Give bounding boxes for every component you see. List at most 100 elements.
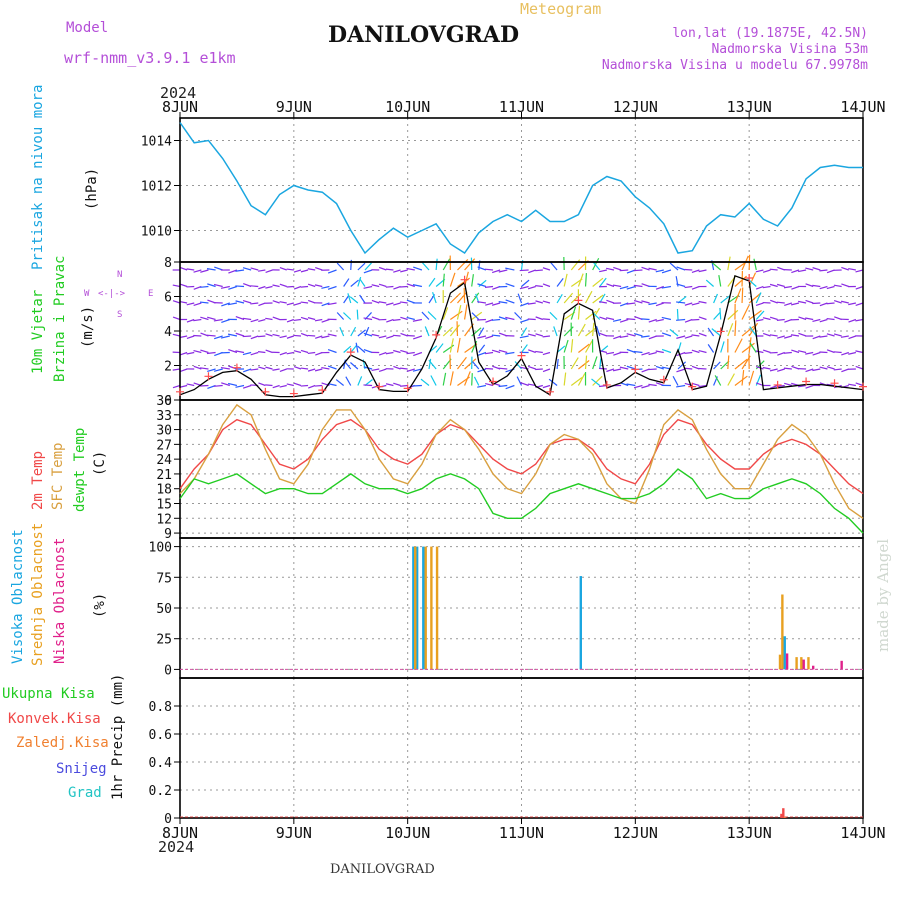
wind-vector <box>684 318 693 323</box>
wind-vector <box>442 273 445 287</box>
wind-vector <box>599 301 607 304</box>
wind-vector <box>514 312 522 320</box>
wind-vector <box>258 285 266 290</box>
wind-vector <box>676 301 686 304</box>
wind-vector <box>535 333 544 337</box>
gust-marker <box>574 296 583 305</box>
wind-vector <box>749 342 757 353</box>
wind-vector <box>805 351 814 355</box>
wind-vector <box>449 272 456 287</box>
wind-vector <box>548 378 558 386</box>
wind-vector <box>648 351 657 356</box>
wind-vector <box>386 335 394 339</box>
wind-vector <box>691 269 700 274</box>
precip-legend-3: Zaledj.Kisa <box>16 735 109 751</box>
wind-vector <box>570 377 583 386</box>
wind-vector <box>684 285 693 289</box>
cloud-tick-label: 100 <box>149 541 172 556</box>
wind-vector <box>172 333 181 337</box>
wind-vector <box>626 365 636 370</box>
wind-vector <box>613 335 622 340</box>
wind-vector <box>505 384 515 390</box>
wind-vector <box>769 368 778 372</box>
wind-vector <box>355 342 359 353</box>
wind-vector <box>456 356 467 370</box>
gust-marker <box>602 380 611 389</box>
gust-marker <box>346 348 355 357</box>
wind-vector <box>542 318 551 321</box>
wind-vector <box>347 293 352 304</box>
wind-vector <box>676 368 686 373</box>
wind-vector <box>286 285 294 288</box>
wind-vector <box>250 351 259 356</box>
elevation-label: Nadmorska Visina 53m <box>711 42 868 57</box>
wind-vector <box>412 284 423 288</box>
x-day-label-bottom: 11JUN <box>499 824 544 842</box>
wind-vector <box>684 335 693 339</box>
wind-vector <box>691 349 700 354</box>
wind-vector <box>542 335 551 338</box>
wind-vector <box>385 351 394 355</box>
wind-vector <box>805 299 814 304</box>
wind-vector <box>179 384 188 388</box>
temp-tick-label: 24 <box>156 453 172 468</box>
wind-vector <box>300 285 309 288</box>
wind-vector <box>626 302 636 305</box>
wind-vector <box>641 318 650 321</box>
wind-vector <box>179 283 188 288</box>
model-label: Model <box>66 20 109 36</box>
wind-vector <box>293 269 302 273</box>
wind-vector <box>450 310 463 320</box>
wind-vector <box>633 332 643 337</box>
wind-vector <box>442 307 449 320</box>
wind-vector <box>592 322 595 337</box>
wind-vector <box>527 302 536 305</box>
wind-vector <box>848 318 857 323</box>
wind-vector <box>570 357 579 370</box>
wind-vector <box>798 384 807 388</box>
wind-vector <box>471 274 474 287</box>
precip-tick-label: 0 <box>164 812 172 827</box>
gust-marker <box>204 372 213 381</box>
wind-vector <box>242 351 252 356</box>
cloud-bar <box>781 594 784 670</box>
temp-tick-label: 12 <box>156 512 172 527</box>
wind-vector <box>350 362 359 370</box>
precip-tick-label: 0.4 <box>149 756 173 771</box>
wind-vector <box>186 302 195 306</box>
wind-vector <box>535 285 543 288</box>
wind-vector <box>286 351 294 355</box>
wind-vector <box>605 351 615 355</box>
wind-vector <box>279 335 287 339</box>
gust-marker <box>489 377 498 386</box>
wind-vector <box>577 323 586 337</box>
cloud-bar <box>778 654 782 670</box>
wind-vector <box>584 273 588 287</box>
wind-vector <box>200 285 209 288</box>
wind-vector <box>619 318 629 323</box>
wind-vector <box>242 267 252 271</box>
wind-vector <box>242 384 252 389</box>
cloud-bar <box>414 546 417 670</box>
wind-vector <box>265 333 273 337</box>
wind-vector <box>748 292 762 304</box>
cloud-bar <box>840 660 843 670</box>
wind-vector <box>193 318 202 322</box>
wind-vector <box>784 382 793 387</box>
wind-vector <box>705 279 714 287</box>
wind-vector <box>307 299 316 304</box>
cloud-bar <box>422 546 425 670</box>
wind-vector <box>307 368 316 372</box>
wind-vector <box>834 316 842 321</box>
wind-vector <box>265 384 273 387</box>
gust-marker <box>460 275 469 284</box>
wind-vector <box>655 350 664 354</box>
wind-vector <box>633 284 643 288</box>
wind-vector <box>684 268 693 271</box>
wind-vector <box>798 300 807 304</box>
wind-vector <box>826 349 835 354</box>
wind-vector <box>592 277 604 287</box>
wind-vector <box>400 316 408 321</box>
wind-vector <box>691 285 700 290</box>
wind-vector <box>812 368 821 372</box>
